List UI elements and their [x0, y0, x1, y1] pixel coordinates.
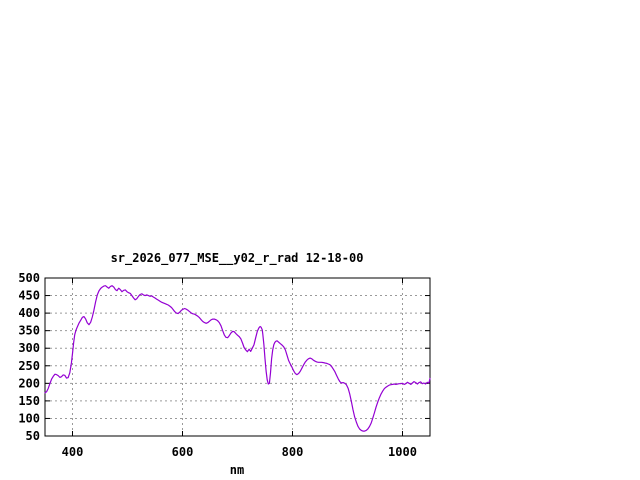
plot-border [44, 277, 431, 437]
y-tick-label: 200 [18, 376, 40, 390]
y-tick-label: 50 [26, 429, 40, 443]
x-axis-tick-labels: 400 600 800 1000 [62, 445, 417, 459]
x-axis-title: nm [230, 463, 244, 477]
spectrum-line [44, 285, 431, 432]
gridlines [45, 278, 430, 436]
x-tick-label: 600 [172, 445, 194, 459]
x-tick-label: 400 [62, 445, 84, 459]
y-tick-label: 500 [18, 271, 40, 285]
y-tick-label: 450 [18, 289, 40, 303]
x-tick-label: 1000 [388, 445, 417, 459]
y-tick-label: 350 [18, 324, 40, 338]
y-tick-label: 300 [18, 341, 40, 355]
chart-title: sr_2026_077_MSE__y02_r_rad 12-18-00 [111, 251, 364, 266]
y-tick-label: 100 [18, 411, 40, 425]
y-tick-label: 400 [18, 306, 40, 320]
y-axis-tick-labels: 50 100 150 200 250 300 350 400 450 500 [18, 271, 40, 443]
tick-marks [45, 277, 430, 437]
x-tick-label: 800 [282, 445, 304, 459]
y-tick-label: 250 [18, 359, 40, 373]
y-tick-label: 150 [18, 394, 40, 408]
